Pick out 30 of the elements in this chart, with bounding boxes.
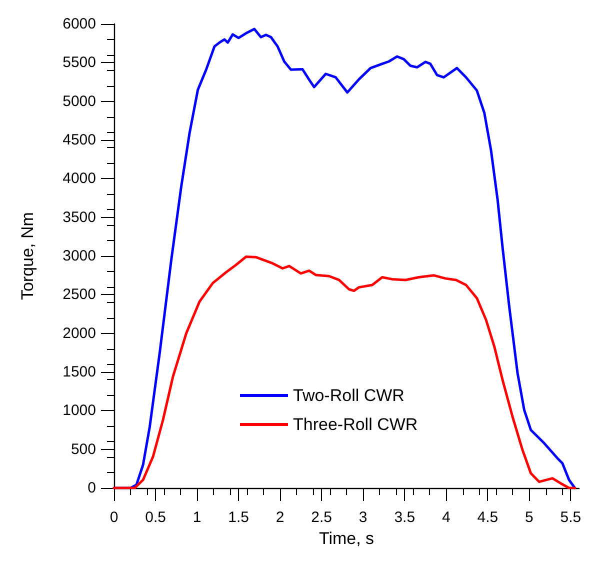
- y-tick-label: 3000: [62, 248, 96, 264]
- x-tick-label: 2.5: [311, 509, 332, 526]
- y-tick-label: 5000: [62, 92, 96, 110]
- x-tick-label: 0.5: [145, 509, 166, 526]
- y-tick-label: 1000: [62, 402, 96, 420]
- y-tick-label: 0: [88, 480, 96, 496]
- x-tick-label: 1: [192, 509, 202, 526]
- y-axis-title: Torque, Nm: [18, 212, 37, 300]
- legend-label: Three-Roll CWR: [293, 415, 418, 434]
- y-tick-label: 1500: [62, 364, 96, 380]
- y-tick-label: 2500: [62, 286, 96, 304]
- y-tick-label: 4500: [62, 132, 96, 148]
- x-tick-label: 5.5: [560, 509, 582, 526]
- x-tick-label: 4.5: [477, 509, 498, 526]
- y-tick-label: 4000: [62, 170, 96, 188]
- x-axis-title: Time, s: [318, 529, 374, 548]
- x-tick-label: 0: [110, 509, 118, 526]
- x-tick-label: 2: [276, 509, 284, 526]
- y-tick-label: 6000: [62, 16, 96, 32]
- y-tick-label: 500: [70, 440, 96, 458]
- x-tick-label: 5: [525, 509, 534, 526]
- y-tick-label: 2000: [62, 324, 96, 342]
- x-tick-label: 4: [442, 509, 450, 526]
- legend-label: Two-Roll CWR: [293, 386, 404, 405]
- x-tick-label: 3: [358, 509, 368, 526]
- y-tick-label: 3500: [62, 208, 96, 226]
- x-tick-label: 3.5: [394, 509, 416, 526]
- x-tick-label: 1.5: [228, 509, 249, 526]
- y-tick-label: 5500: [62, 54, 96, 72]
- line-series: [112, 256, 576, 490]
